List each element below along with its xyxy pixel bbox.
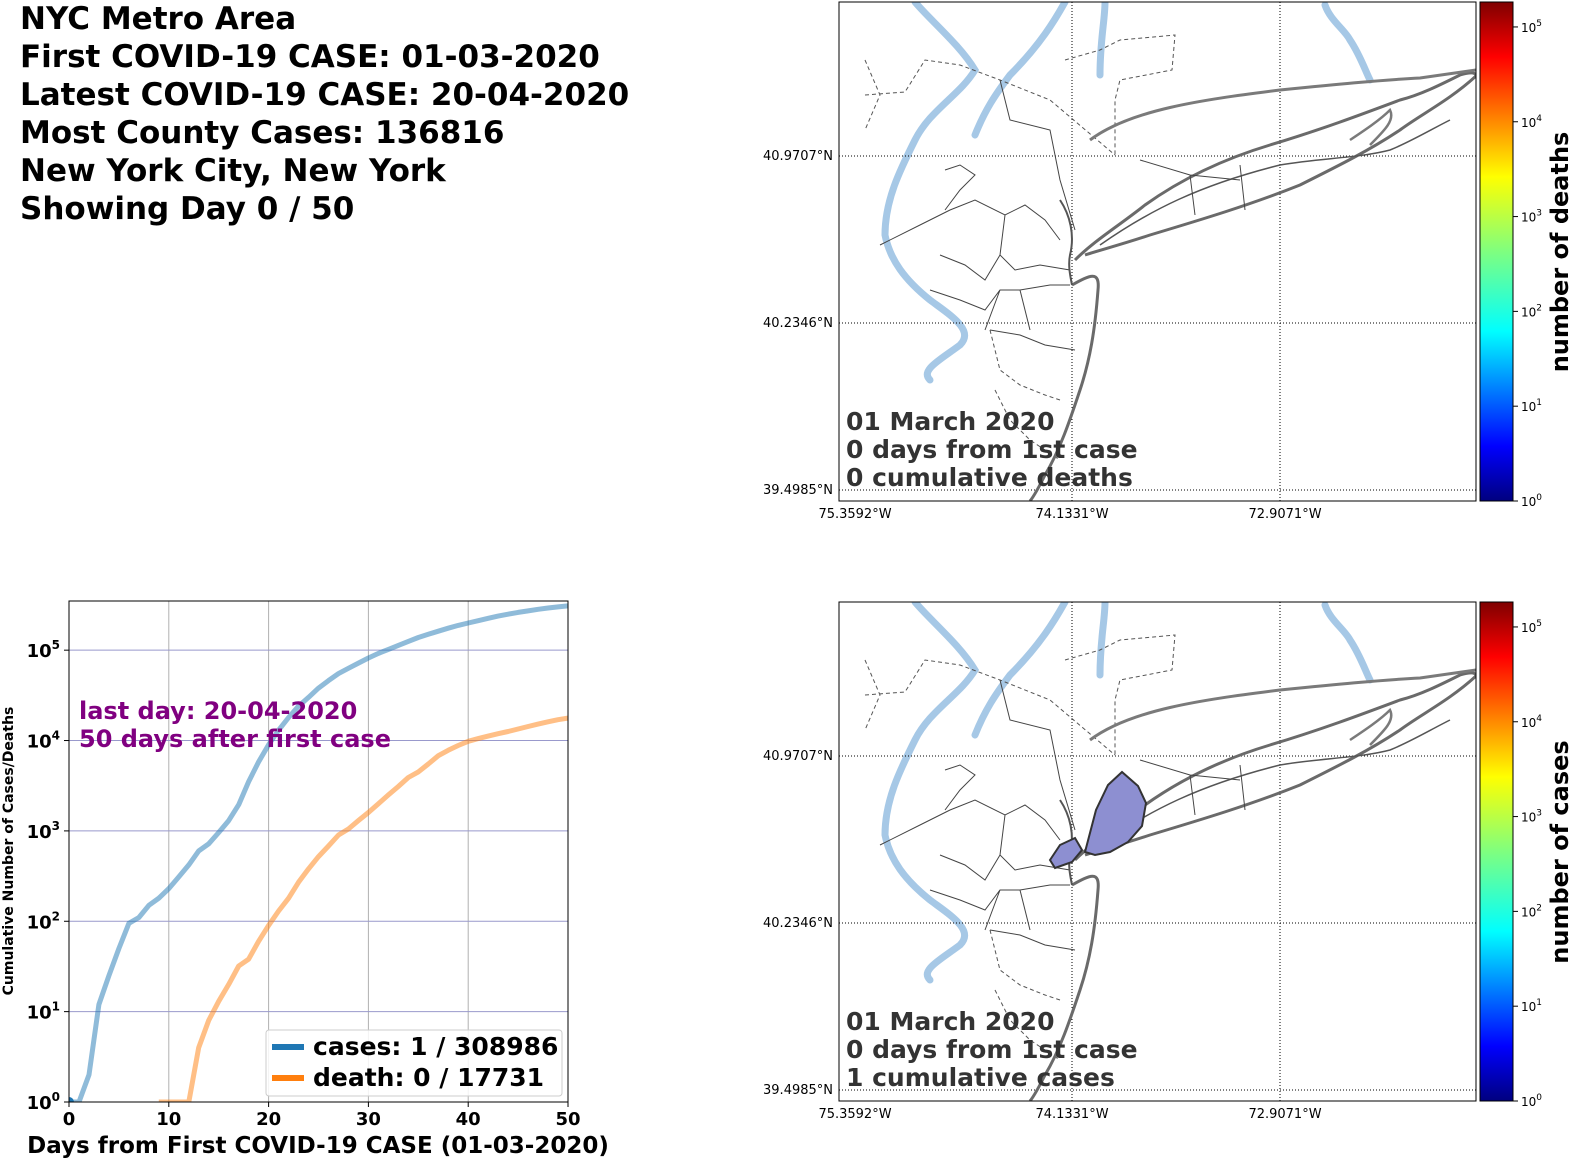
cases-map-cumulative: 1 cumulative cases	[846, 1063, 1115, 1092]
deaths-map-cumulative: 0 cumulative deaths	[846, 463, 1133, 492]
cases-series-line	[69, 603, 568, 1102]
colorbar-tick-label: 102	[1521, 303, 1542, 319]
cases-map-date: 01 March 2020	[846, 1007, 1054, 1036]
header-latest-case: Latest COVID-19 CASE: 20-04-2020	[20, 77, 630, 113]
chart-y-tick-label: 105	[27, 638, 60, 662]
header-county: New York City, New York	[20, 153, 446, 189]
cases-map-days: 0 days from 1st case	[846, 1035, 1138, 1064]
chart-annotation-days: 50 days after first case	[79, 725, 391, 753]
chart-y-tick-label: 102	[27, 909, 60, 933]
chart-ticks: 0 10 20 30 40 50 100 101 102 103 104 105	[27, 638, 581, 1130]
death-series-line	[158, 715, 568, 1102]
colorbar-tick-label: 105	[1521, 619, 1542, 635]
lat-label-top-2: 40.2346°N	[763, 316, 833, 331]
chart-y-tick-label: 103	[27, 819, 60, 843]
chart-y-tick-label: 101	[27, 1000, 60, 1024]
cases-colorbar	[1479, 601, 1514, 1102]
colorbar-tick-label: 105	[1521, 19, 1542, 35]
cases-current-point	[69, 1097, 74, 1102]
colorbar-tick-label: 101	[1521, 998, 1542, 1014]
legend-cases-label: cases: 1 / 308986	[313, 1032, 558, 1061]
cases-colorbar-ticks: 100 101 102 103 104 105	[1513, 619, 1542, 1109]
deaths-colorbar	[1479, 1, 1514, 502]
lon-label-top-1: 75.3592°W	[818, 507, 891, 522]
chart-x-tick-label: 50	[555, 1109, 580, 1130]
chart-annotation-last-day: last day: 20-04-2020	[79, 697, 357, 725]
chart-x-label: Days from First COVID-19 CASE (01-03-202…	[27, 1133, 609, 1159]
nyc-county-fill	[1083, 770, 1148, 857]
colorbar-tick-label: 100	[1521, 493, 1542, 509]
colorbar-tick-label: 102	[1521, 903, 1542, 919]
colorbar-tick-label: 100	[1521, 1093, 1542, 1109]
deaths-colorbar-ticks: 100 101 102 103 104 105	[1513, 19, 1542, 509]
colorbar-tick-label: 104	[1521, 114, 1542, 130]
chart-plot-area	[69, 601, 568, 1102]
header-region-title: NYC Metro Area	[20, 1, 297, 37]
cases-map: 40.9707°N 40.2346°N 39.4985°N 75.3592°W …	[763, 601, 1574, 1122]
lat-label-bot-2: 40.2346°N	[763, 916, 833, 931]
legend-death-label: death: 0 / 17731	[313, 1063, 544, 1092]
chart-y-tick-label: 104	[27, 729, 60, 753]
deaths-map-date: 01 March 2020	[846, 407, 1054, 436]
lon-label-bot-3: 72.9071°W	[1248, 1107, 1321, 1122]
colorbar-tick-label: 104	[1521, 714, 1542, 730]
header-block: NYC Metro Area First COVID-19 CASE: 01-0…	[20, 0, 629, 228]
header-day-counter: Showing Day 0 / 50	[20, 191, 355, 227]
lat-label-top-1: 40.9707°N	[763, 149, 833, 164]
line-chart: 0 10 20 30 40 50 100 101 102 103 104 105 last day: …	[1, 600, 609, 1159]
lat-label-top-3: 39.4985°N	[763, 483, 833, 498]
lon-label-bot-2: 74.1331°W	[1035, 1107, 1108, 1122]
chart-x-tick-label: 30	[356, 1109, 381, 1130]
lon-label-top-3: 72.9071°W	[1248, 507, 1321, 522]
chart-x-tick-label: 10	[156, 1109, 181, 1130]
lat-label-bot-1: 40.9707°N	[763, 749, 833, 764]
header-most-cases: Most County Cases: 136816	[20, 115, 505, 151]
colorbar-tick-label: 103	[1521, 209, 1542, 225]
deaths-map: 40.9707°N 40.2346°N 39.4985°N 75.3592°W …	[763, 1, 1574, 522]
lon-label-bot-1: 75.3592°W	[818, 1107, 891, 1122]
cases-colorbar-label: number of cases	[1546, 740, 1574, 963]
chart-y-tick-label: 100	[27, 1090, 60, 1114]
deaths-map-days: 0 days from 1st case	[846, 435, 1138, 464]
deaths-colorbar-label: number of deaths	[1546, 132, 1574, 373]
chart-y-label: Cumulative Number of Cases/Deaths	[1, 707, 17, 996]
colorbar-tick-label: 101	[1521, 398, 1542, 414]
chart-x-tick-label: 0	[63, 1109, 76, 1130]
lat-label-bot-3: 39.4985°N	[763, 1083, 833, 1098]
chart-x-tick-label: 20	[256, 1109, 281, 1130]
chart-x-tick-label: 40	[456, 1109, 481, 1130]
lon-label-top-2: 74.1331°W	[1035, 507, 1108, 522]
colorbar-tick-label: 103	[1521, 809, 1542, 825]
staten-island-fill	[1048, 836, 1084, 870]
chart-legend: cases: 1 / 308986 death: 0 / 17731	[265, 1029, 563, 1097]
header-first-case: First COVID-19 CASE: 01-03-2020	[20, 39, 600, 75]
